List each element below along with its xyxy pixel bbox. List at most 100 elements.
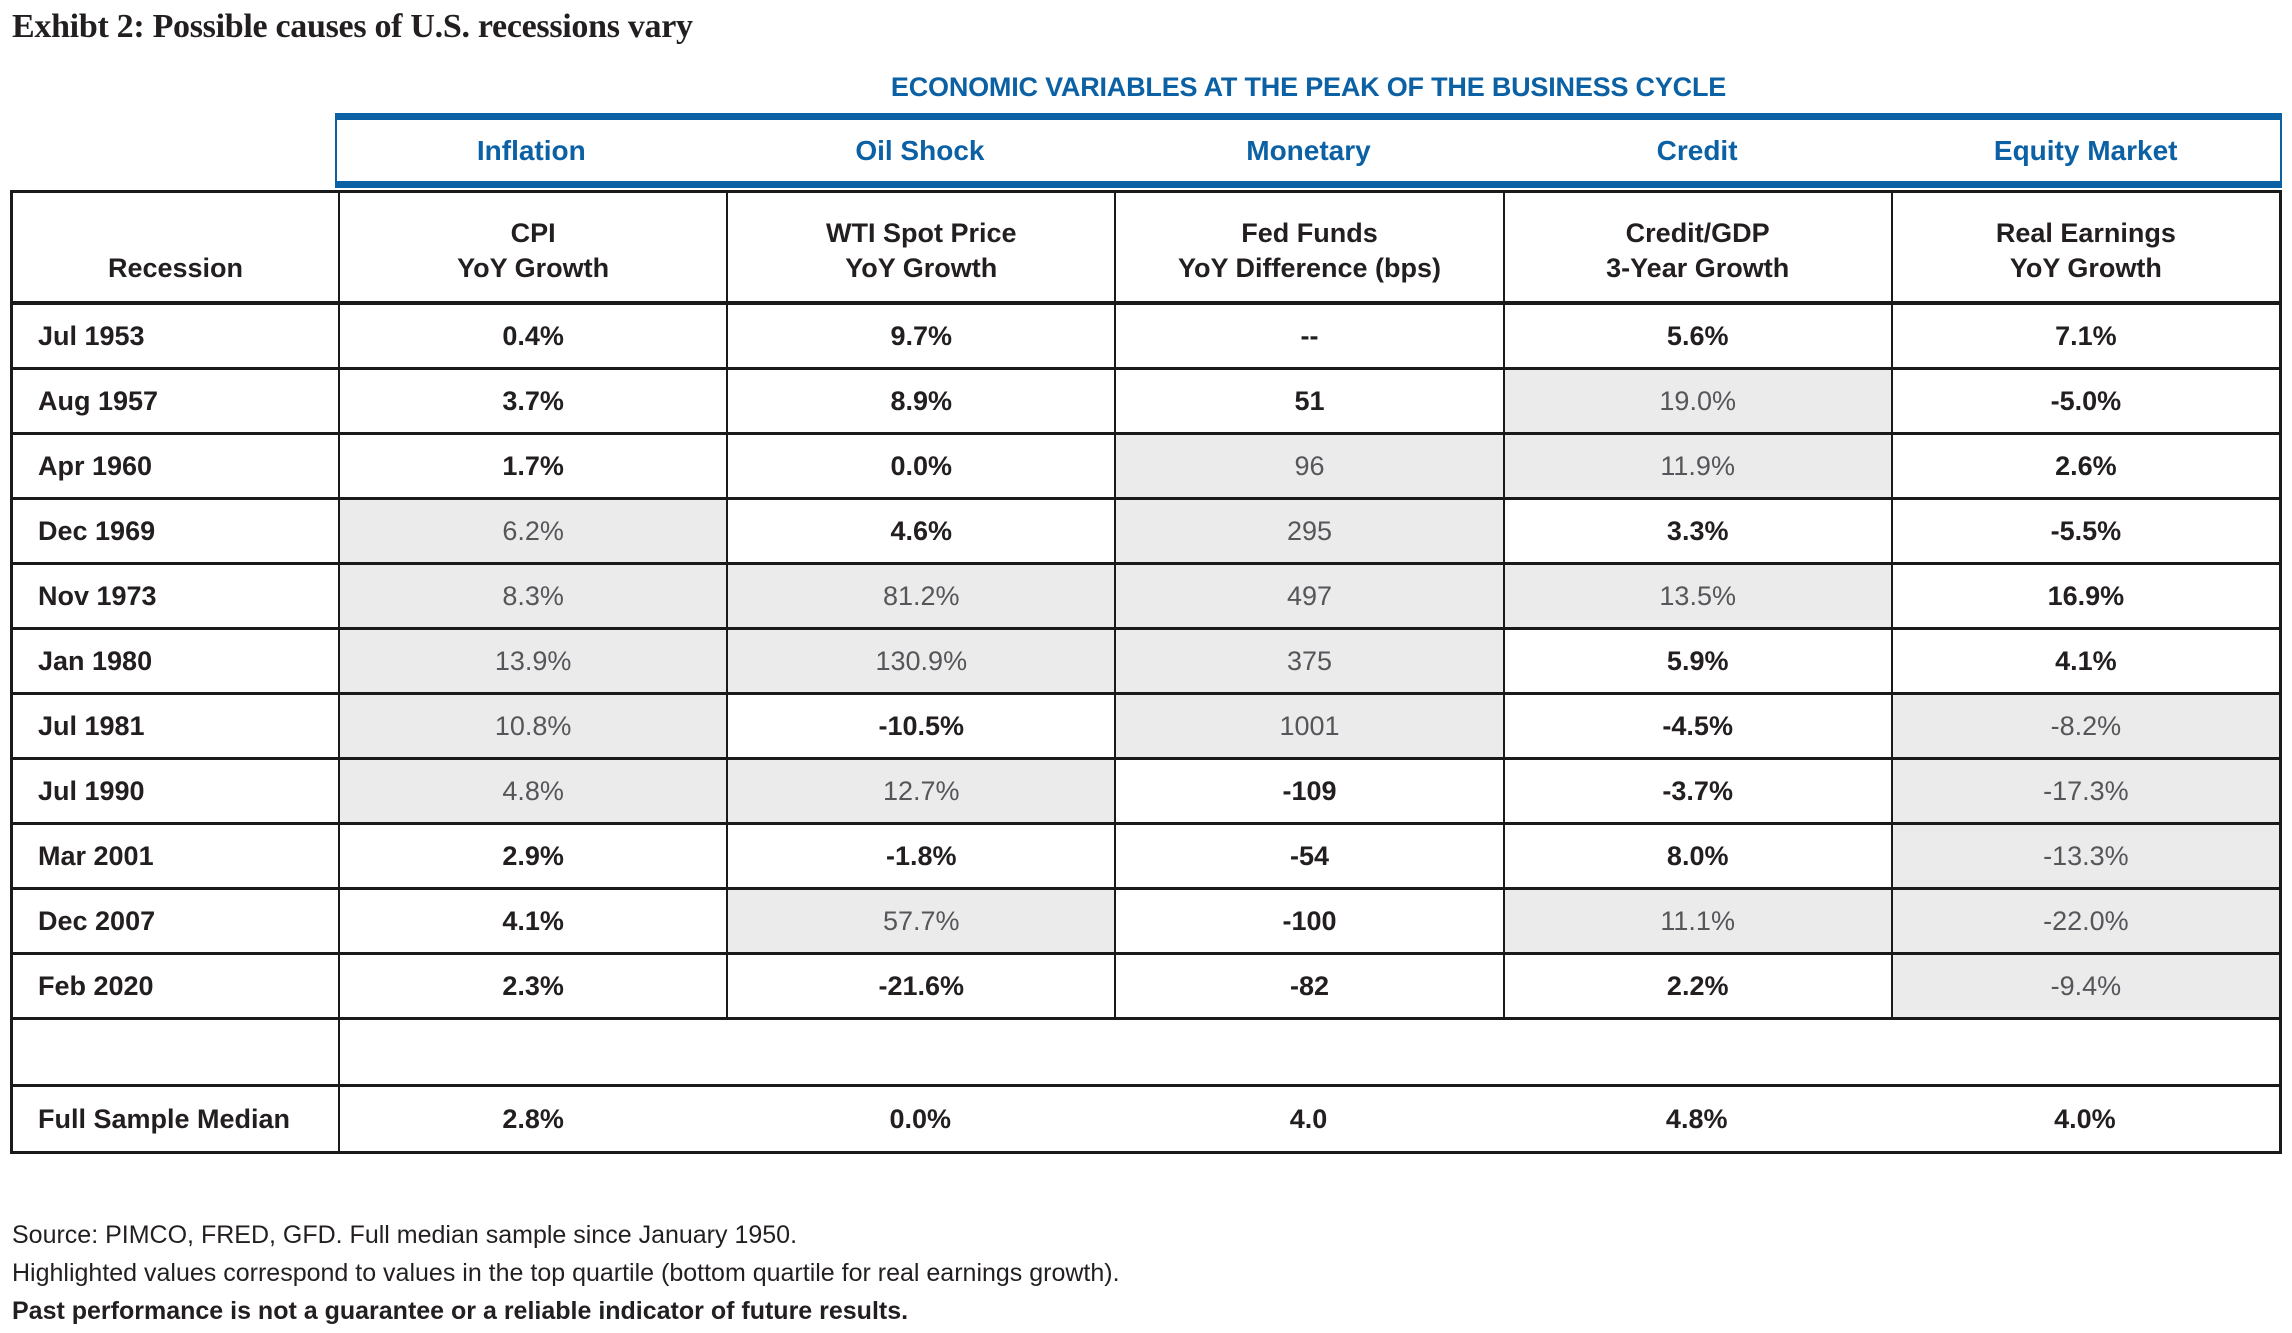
value-cell: -9.4% bbox=[1890, 955, 2279, 1017]
column-header-real-earnings: Real Earnings YoY Growth bbox=[1890, 193, 2279, 301]
row-label: Jul 1953 bbox=[38, 320, 145, 351]
value-cell: 11.1% bbox=[1502, 890, 1891, 952]
row-label: Nov 1973 bbox=[38, 580, 157, 611]
value-cell: 4.0% bbox=[2054, 1103, 2116, 1134]
row-label: Jul 1981 bbox=[38, 710, 145, 741]
value-cell: 4.8% bbox=[338, 760, 727, 822]
value-cell: 4.1% bbox=[338, 890, 726, 952]
value-cell: -13.3% bbox=[1890, 825, 2279, 887]
spacer-row bbox=[13, 1020, 2279, 1087]
table-row-aug-1957: Aug 1957 3.7% 8.9% 51 19.0% -5.0% bbox=[13, 370, 2279, 435]
recession-column-header: Recession bbox=[107, 253, 244, 284]
value-cell: 2.8% bbox=[338, 1087, 726, 1151]
table-row-mar-2001: Mar 2001 2.9% -1.8% -54 8.0% -13.3% bbox=[13, 825, 2279, 890]
value-cell: 9.7% bbox=[726, 305, 1114, 367]
table-row-full-sample-median: Full Sample Median 2.8% 0.0% 4.0 4.8% 4.0% bbox=[13, 1087, 2279, 1151]
row-label: Dec 1969 bbox=[38, 515, 156, 546]
value-cell: 5.6% bbox=[1502, 305, 1891, 367]
table-row-dec-2007: Dec 2007 4.1% 57.7% -100 11.1% -22.0% bbox=[13, 890, 2279, 955]
spacer-cell bbox=[1503, 1020, 1891, 1084]
value-cell: -8.2% bbox=[1890, 695, 2279, 757]
column-header-cpi: CPI YoY Growth bbox=[338, 193, 726, 301]
table-row-feb-2020: Feb 2020 2.3% -21.6% -82 2.2% -9.4% bbox=[13, 955, 2279, 1020]
value-cell: 4.1% bbox=[1890, 630, 2279, 692]
category-header-row: Inflation Oil Shock Monetary Credit Equity M… bbox=[335, 113, 2282, 188]
value-cell: 12.7% bbox=[726, 760, 1115, 822]
exhibit-title: Exhibt 2: Possible causes of U.S. recess… bbox=[12, 8, 693, 45]
column-header-credit-gdp: Credit/GDP 3-Year Growth bbox=[1502, 193, 1891, 301]
value-cell: -21.6% bbox=[726, 955, 1114, 1017]
row-label: Apr 1960 bbox=[38, 450, 153, 481]
row-label: Jul 1990 bbox=[38, 775, 145, 806]
value-cell: 13.9% bbox=[338, 630, 727, 692]
category-equity-market: Equity Market bbox=[1993, 134, 2178, 166]
value-cell: 4.6% bbox=[726, 500, 1114, 562]
category-oil-shock: Oil Shock bbox=[855, 134, 985, 166]
table-row-jan-1980: Jan 1980 13.9% 130.9% 375 5.9% 4.1% bbox=[13, 630, 2279, 695]
category-monetary: Monetary bbox=[1246, 134, 1371, 166]
spacer-cell bbox=[1891, 1020, 2279, 1084]
value-cell: 3.7% bbox=[338, 370, 726, 432]
value-cell: 2.6% bbox=[1890, 435, 2279, 497]
value-cell: -54 bbox=[1114, 825, 1502, 887]
source-note: Source: PIMCO, FRED, GFD. Full median sa… bbox=[12, 1221, 798, 1249]
spacer-cell bbox=[338, 1020, 726, 1084]
value-cell: 6.2% bbox=[338, 500, 727, 562]
value-cell: -82 bbox=[1114, 955, 1502, 1017]
row-label: Aug 1957 bbox=[38, 385, 159, 416]
value-cell: 3.3% bbox=[1502, 500, 1891, 562]
value-cell: 7.1% bbox=[1890, 305, 2279, 367]
value-cell: -100 bbox=[1114, 890, 1502, 952]
value-cell: 2.2% bbox=[1502, 955, 1891, 1017]
value-cell: 51 bbox=[1114, 370, 1502, 432]
column-header-row: Recession CPI YoY Growth WTI Spot Price YoY… bbox=[13, 193, 2279, 305]
value-cell: 2.9% bbox=[338, 825, 726, 887]
value-cell: 8.9% bbox=[726, 370, 1114, 432]
footnotes: Source: PIMCO, FRED, GFD. Full median sa… bbox=[10, 1216, 2282, 1330]
value-cell: 1.7% bbox=[338, 435, 726, 497]
row-label: Feb 2020 bbox=[38, 970, 154, 1001]
table-banner-heading: ECONOMIC VARIABLES AT THE PEAK OF THE BU… bbox=[890, 72, 1727, 102]
column-header-wti-spot-price: WTI Spot Price YoY Growth bbox=[726, 193, 1114, 301]
value-cell: 13.5% bbox=[1502, 565, 1891, 627]
table-row-jul-1981: Jul 1981 10.8% -10.5% 1001 -4.5% -8.2% bbox=[13, 695, 2279, 760]
value-cell: 16.9% bbox=[1890, 565, 2279, 627]
value-cell: 4.8% bbox=[1665, 1103, 1728, 1134]
value-cell: 57.7% bbox=[726, 890, 1115, 952]
value-cell: 497 bbox=[1114, 565, 1503, 627]
spacer-cell bbox=[726, 1020, 1114, 1084]
value-cell: 0.0% bbox=[726, 435, 1114, 497]
value-cell: -109 bbox=[1114, 760, 1502, 822]
value-cell: 2.3% bbox=[338, 955, 726, 1017]
value-cell: 10.8% bbox=[338, 695, 727, 757]
highlight-note: Highlighted values correspond to values … bbox=[12, 1259, 1120, 1287]
value-cell: -3.7% bbox=[1502, 760, 1891, 822]
value-cell: 11.9% bbox=[1502, 435, 1891, 497]
column-header-fed-funds: Fed Funds YoY Difference (bps) bbox=[1114, 193, 1502, 301]
table-row-apr-1960: Apr 1960 1.7% 0.0% 96 11.9% 2.6% bbox=[13, 435, 2279, 500]
value-cell: 0.0% bbox=[889, 1103, 952, 1134]
table-row-nov-1973: Nov 1973 8.3% 81.2% 497 13.5% 16.9% bbox=[13, 565, 2279, 630]
value-cell: -22.0% bbox=[1890, 890, 2279, 952]
category-credit: Credit bbox=[1656, 134, 1738, 166]
value-cell: 130.9% bbox=[726, 630, 1115, 692]
spacer-cell bbox=[1114, 1020, 1502, 1084]
row-label: Dec 2007 bbox=[38, 905, 156, 936]
value-cell: 295 bbox=[1114, 500, 1503, 562]
value-cell: 19.0% bbox=[1502, 370, 1891, 432]
row-label: Jan 1980 bbox=[38, 645, 153, 676]
table-row-dec-1969: Dec 1969 6.2% 4.6% 295 3.3% -5.5% bbox=[13, 500, 2279, 565]
row-label: Mar 2001 bbox=[38, 840, 154, 871]
value-cell: -4.5% bbox=[1502, 695, 1891, 757]
value-cell: -1.8% bbox=[726, 825, 1114, 887]
value-cell: 5.9% bbox=[1502, 630, 1891, 692]
value-cell: 81.2% bbox=[726, 565, 1115, 627]
value-cell: 96 bbox=[1114, 435, 1503, 497]
spacer-label-cell bbox=[13, 1020, 338, 1084]
table-row-jul-1953: Jul 1953 0.4% 9.7% -- 5.6% 7.1% bbox=[13, 305, 2279, 370]
value-cell: 8.3% bbox=[338, 565, 727, 627]
value-cell: 0.4% bbox=[338, 305, 726, 367]
value-cell: -5.0% bbox=[1890, 370, 2279, 432]
table-row-jul-1990: Jul 1990 4.8% 12.7% -109 -3.7% -17.3% bbox=[13, 760, 2279, 825]
